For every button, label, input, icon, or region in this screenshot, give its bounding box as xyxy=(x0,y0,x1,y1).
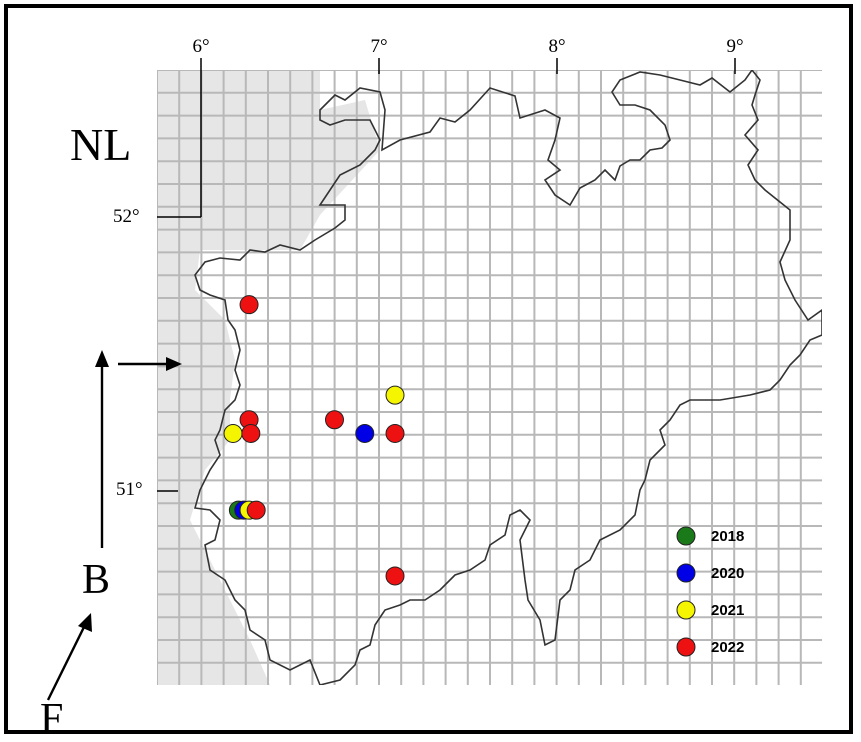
legend-swatch-2020 xyxy=(676,563,696,583)
letter-b-label: B xyxy=(82,557,110,603)
record-point-2022 xyxy=(325,410,344,430)
record-point-2022 xyxy=(385,423,405,443)
legend-swatch-2022 xyxy=(676,637,696,657)
record-point-2021 xyxy=(385,385,405,405)
lon-label: 8° xyxy=(548,36,565,57)
map-area xyxy=(157,70,822,685)
letter-f-label: F xyxy=(40,696,63,742)
record-point-2021 xyxy=(223,423,243,443)
legend-label-2018: 2018 xyxy=(711,528,744,545)
country-label: NL xyxy=(70,119,131,170)
legend: 2018 2020 2021 2022 xyxy=(676,526,744,657)
lon-label: 6° xyxy=(192,36,209,57)
legend-swatch-2018 xyxy=(676,526,696,546)
record-point-2020 xyxy=(355,423,375,443)
legend-swatch-2021 xyxy=(676,600,696,620)
grid xyxy=(157,70,822,685)
lon-label: 9° xyxy=(726,36,743,57)
arrow-diagonal-icon xyxy=(46,613,92,701)
record-points xyxy=(223,295,405,586)
legend-label-2020: 2020 xyxy=(711,565,744,582)
region-border xyxy=(193,70,822,685)
legend-label-2021: 2021 xyxy=(711,602,744,619)
lon-label: 7° xyxy=(370,36,387,57)
record-point-2022 xyxy=(241,423,261,443)
record-point-2022 xyxy=(385,566,405,586)
lat-52-label: 52° xyxy=(113,206,140,227)
arrow-right-icon xyxy=(118,357,182,371)
record-point-2022 xyxy=(246,500,266,520)
record-point-2022 xyxy=(239,295,259,315)
arrow-up-icon xyxy=(95,350,109,548)
outside-region-area xyxy=(157,70,380,685)
longitude-ticks: 6° 7° 8° 9° xyxy=(192,36,744,74)
lat-51-label: 51° xyxy=(116,479,143,500)
legend-label-2022: 2022 xyxy=(711,639,744,656)
